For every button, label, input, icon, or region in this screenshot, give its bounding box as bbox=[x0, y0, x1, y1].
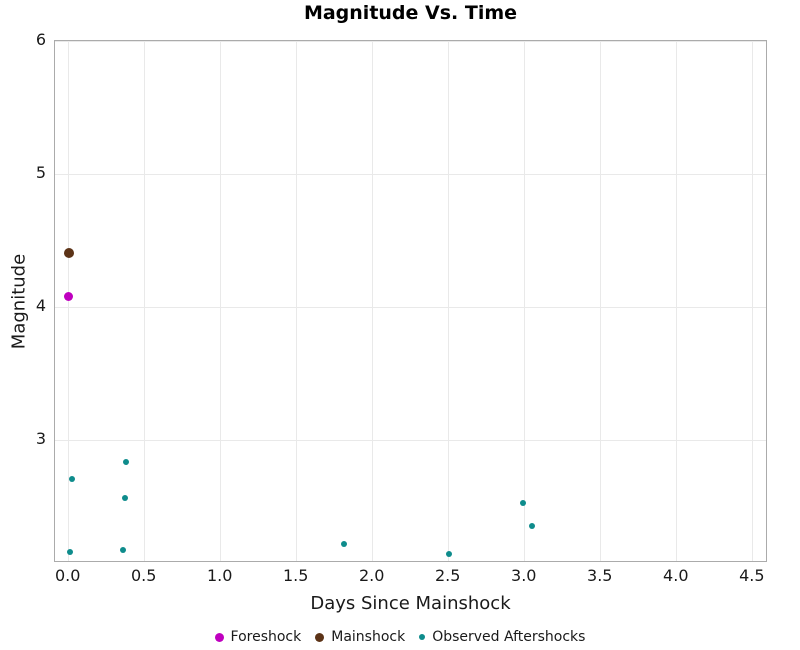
gridline-vertical bbox=[752, 41, 754, 561]
data-point-foreshock bbox=[64, 292, 74, 302]
gridline-vertical bbox=[524, 41, 526, 561]
x-tick-label: 3.0 bbox=[511, 566, 537, 585]
data-point-observed-aftershocks bbox=[67, 549, 74, 556]
x-tick-label: 2.5 bbox=[435, 566, 461, 585]
plot-area bbox=[54, 40, 767, 562]
gridline-vertical bbox=[220, 41, 222, 561]
data-point-observed-aftershocks bbox=[520, 500, 527, 507]
gridline-vertical bbox=[144, 41, 146, 561]
x-tick-label: 4.0 bbox=[663, 566, 689, 585]
y-axis-label: Magnitude bbox=[8, 253, 30, 350]
y-tick-label: 5 bbox=[35, 163, 46, 183]
y-tick-label: 3 bbox=[35, 429, 46, 449]
x-tick-label: 0.5 bbox=[130, 566, 157, 585]
legend-label: Foreshock bbox=[230, 629, 302, 645]
data-point-observed-aftershocks bbox=[68, 476, 75, 483]
data-point-observed-aftershocks bbox=[123, 458, 130, 465]
chart-title: Magnitude Vs. Time bbox=[303, 2, 518, 24]
data-point-observed-aftershocks bbox=[121, 494, 128, 501]
y-tick-label: 4 bbox=[35, 296, 46, 316]
data-point-observed-aftershocks bbox=[120, 546, 127, 553]
x-tick-label: 0.0 bbox=[54, 566, 81, 585]
y-tick-label: 6 bbox=[35, 30, 46, 49]
legend-item-foreshock: Foreshock bbox=[214, 629, 302, 645]
gridline-horizontal bbox=[55, 439, 766, 441]
x-tick-label: 1.5 bbox=[282, 566, 309, 585]
data-point-observed-aftershocks bbox=[445, 550, 452, 557]
gridline-horizontal bbox=[55, 40, 766, 42]
legend-label: Mainshock bbox=[331, 629, 406, 645]
legend-item-mainshock: Mainshock bbox=[315, 629, 405, 645]
gridline-vertical bbox=[372, 41, 374, 561]
x-tick-label: 4.5 bbox=[739, 566, 765, 585]
x-tick-label: 2.0 bbox=[358, 566, 385, 585]
legend-item-observed-aftershocks: Observed Aftershocks bbox=[419, 629, 585, 645]
gridline-vertical bbox=[68, 41, 70, 561]
legend-label: Observed Aftershocks bbox=[432, 629, 586, 645]
gridline-horizontal bbox=[55, 306, 766, 308]
legend-marker-icon bbox=[315, 632, 325, 642]
legend: Foreshock Mainshock Observed Aftershocks bbox=[0, 626, 800, 648]
legend-marker-icon bbox=[214, 632, 224, 642]
gridline-vertical bbox=[448, 41, 450, 561]
gridline-vertical bbox=[600, 41, 602, 561]
x-tick-label: 1.0 bbox=[206, 566, 233, 585]
x-axis-label: Days Since Mainshock bbox=[310, 593, 511, 614]
legend-marker-icon bbox=[419, 634, 426, 640]
gridline-vertical bbox=[676, 41, 678, 561]
gridline-vertical bbox=[296, 41, 298, 561]
data-point-observed-aftershocks bbox=[340, 541, 347, 548]
x-tick-label: 3.5 bbox=[587, 566, 613, 585]
gridline-horizontal bbox=[55, 173, 766, 175]
data-point-observed-aftershocks bbox=[529, 522, 536, 529]
data-point-mainshock bbox=[63, 247, 74, 258]
